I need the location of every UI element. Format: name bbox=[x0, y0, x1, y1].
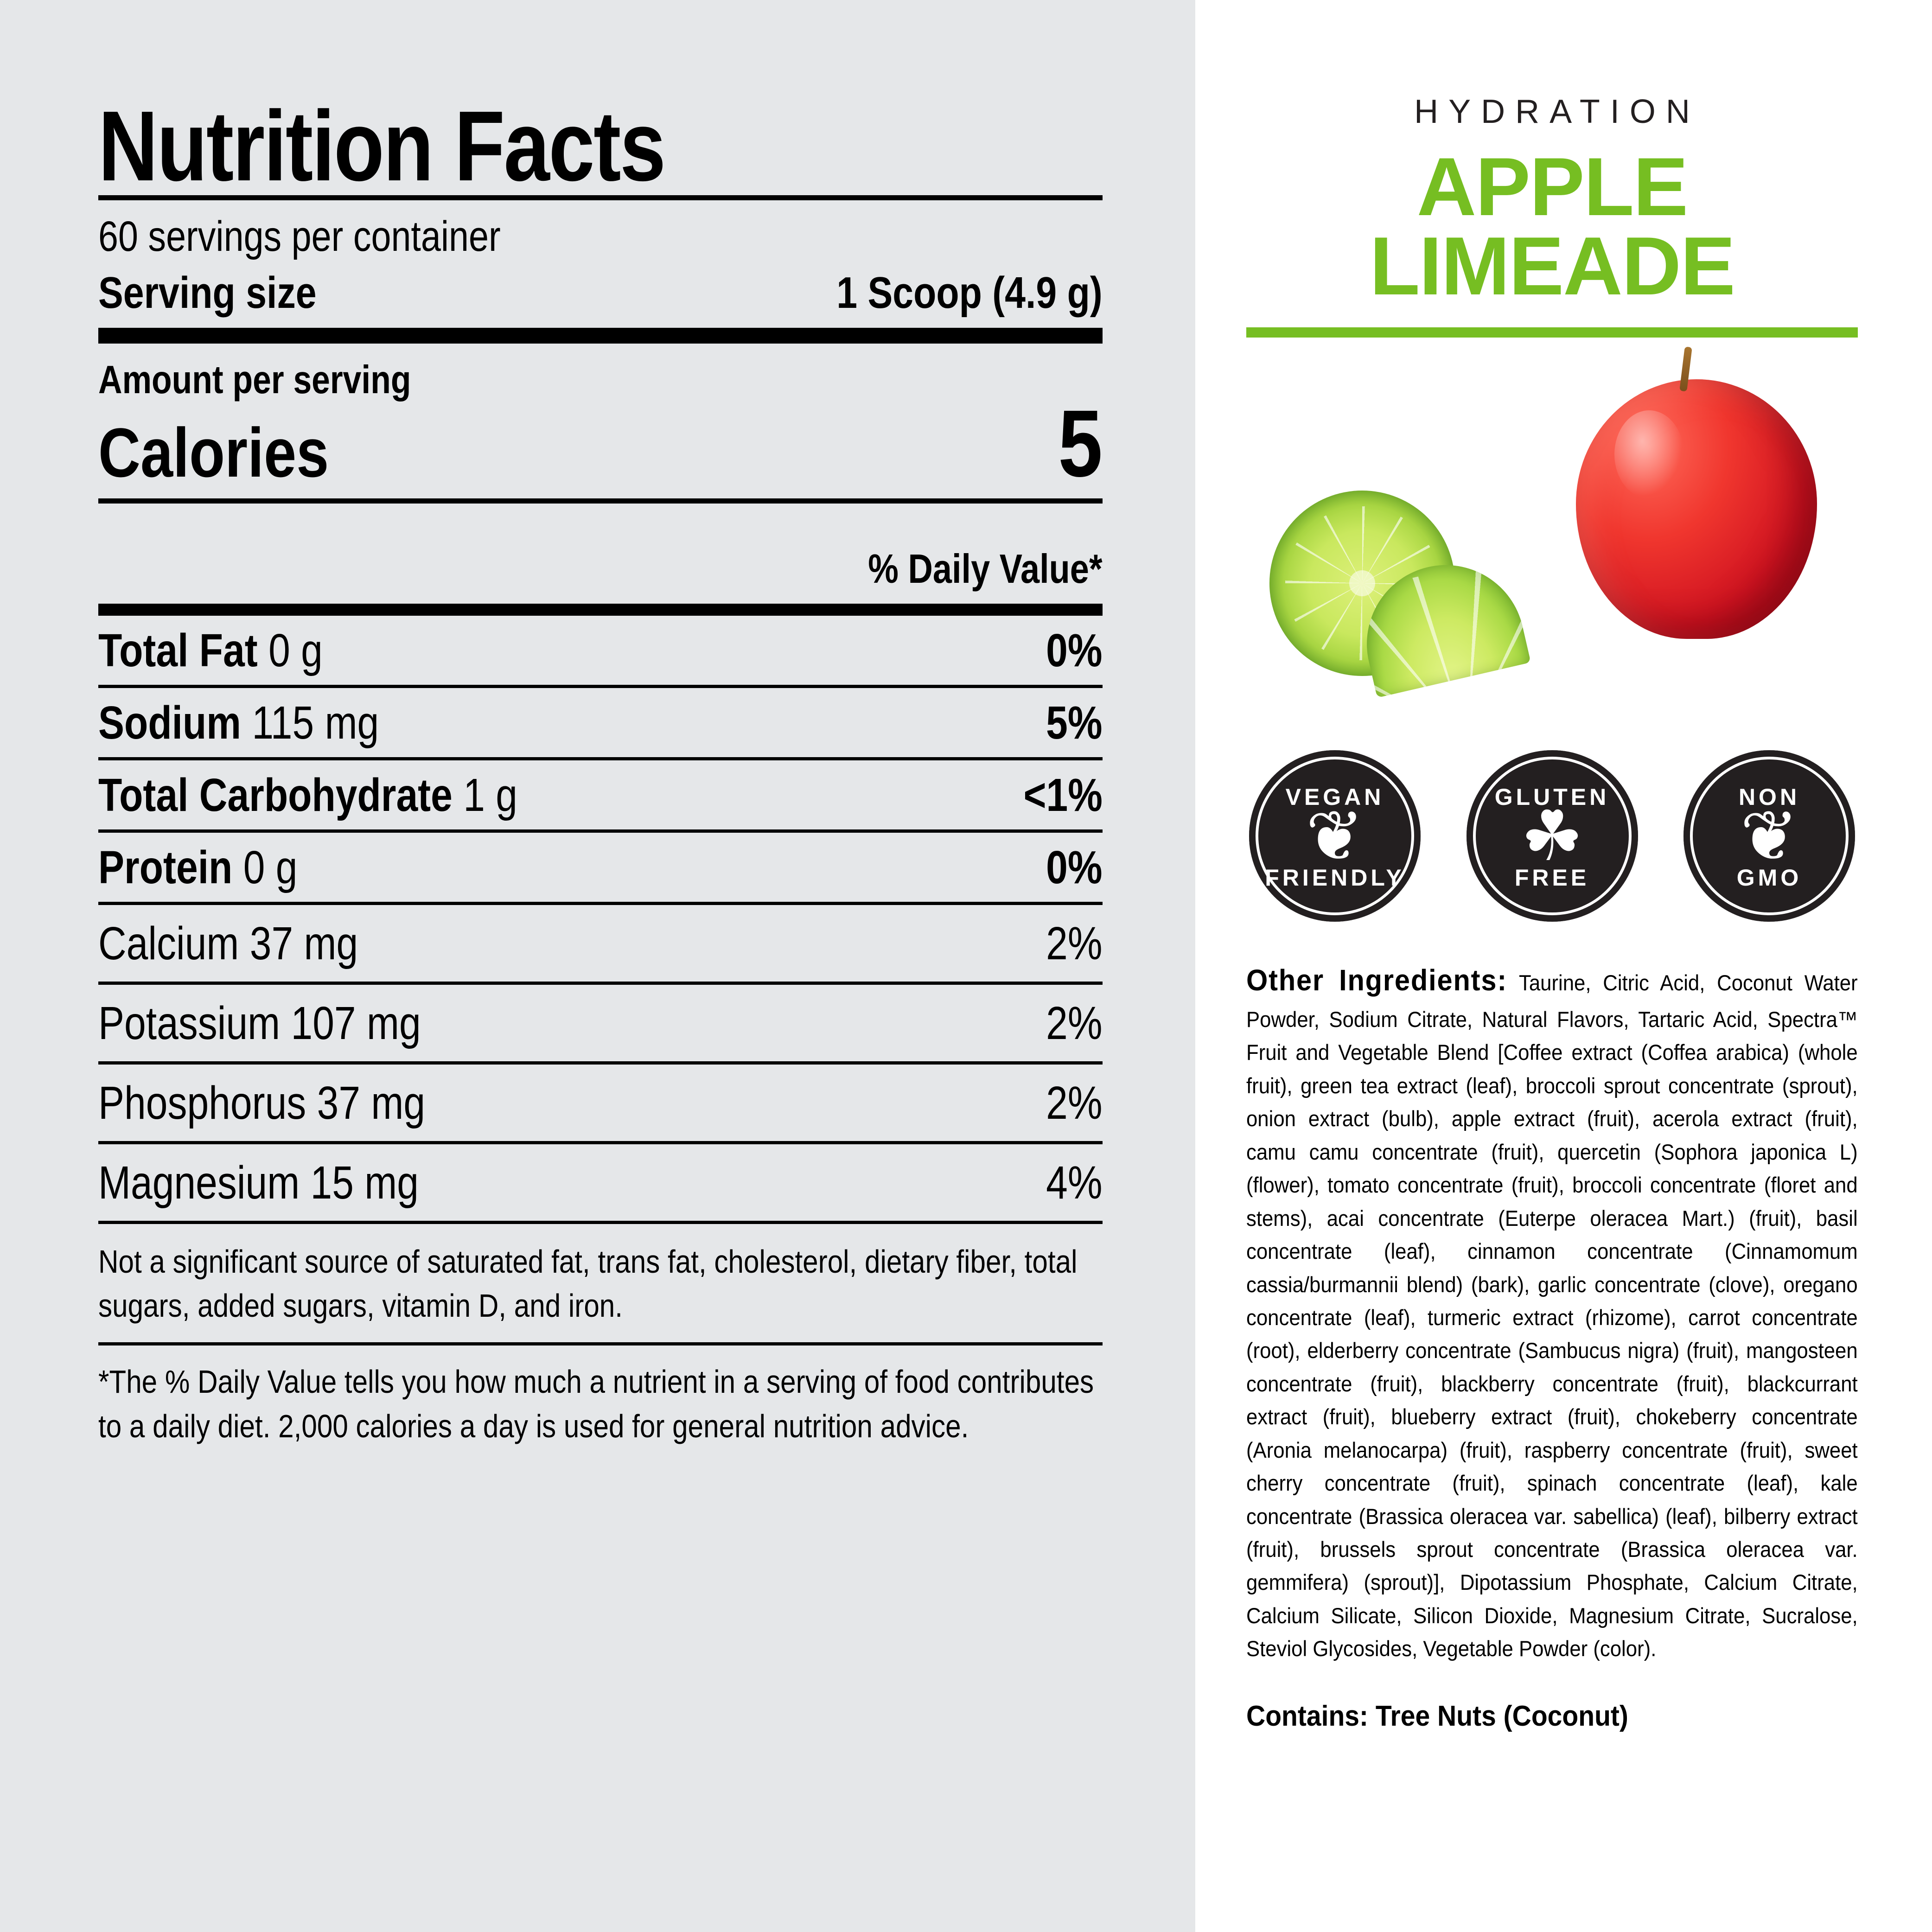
badge-bottom-label: GMO bbox=[1736, 864, 1802, 891]
flavor-line-1: APPLE bbox=[1416, 140, 1688, 233]
nutrient-amount: 1 g bbox=[452, 769, 517, 822]
ingredients-block: Other Ingredients: Taurine, Citric Acid,… bbox=[1246, 958, 1858, 1733]
table-row: Sodium 115 mg 5% bbox=[98, 688, 1103, 757]
table-row: Protein 0 g 0% bbox=[98, 833, 1103, 902]
row-divider bbox=[98, 1221, 1103, 1224]
table-row: Total Carbohydrate 1 g <1% bbox=[98, 760, 1103, 829]
certification-badges: VEGAN ❦ FRIENDLY GLUTEN ☘ FREE NON ❦ GMO bbox=[1246, 750, 1858, 922]
row-divider bbox=[98, 982, 1103, 985]
contains-allergen-statement: Contains: Tree Nuts (Coconut) bbox=[1246, 1700, 1628, 1732]
table-row: Potassium 107 mg 2% bbox=[98, 985, 1103, 1061]
mineral-name: Phosphorus 37 mg bbox=[98, 1077, 426, 1129]
calories-value: 5 bbox=[1058, 390, 1103, 497]
badge-top-label: VEGAN bbox=[1285, 784, 1384, 810]
nutrient-percent: <1% bbox=[1023, 769, 1103, 822]
other-ingredients-heading: Other Ingredients: bbox=[1246, 963, 1508, 997]
mineral-name: Calcium 37 mg bbox=[98, 918, 358, 970]
badge-non-gmo: NON ❦ GMO bbox=[1683, 750, 1855, 922]
row-divider bbox=[98, 1141, 1103, 1145]
mineral-name: Magnesium 15 mg bbox=[98, 1157, 419, 1209]
badge-top-label: GLUTEN bbox=[1494, 784, 1610, 810]
leaf-v-icon: ❦ bbox=[1306, 797, 1364, 875]
badge-bottom-label: FREE bbox=[1514, 864, 1590, 891]
other-ingredients-body: Taurine, Citric Acid, Coconut Water Powd… bbox=[1246, 970, 1858, 1661]
servings-per-container: 60 servings per container bbox=[98, 212, 501, 260]
nutrient-name: Total Fat bbox=[98, 625, 258, 677]
nutrient-amount: 0 g bbox=[232, 842, 298, 894]
divider-above-footnote bbox=[98, 1342, 1103, 1345]
table-row: Calcium 37 mg 2% bbox=[98, 905, 1103, 982]
nutrient-percent: 0% bbox=[1046, 625, 1103, 677]
apple-icon bbox=[1576, 379, 1817, 639]
divider-above-nutrients bbox=[98, 604, 1103, 616]
table-row: Total Fat 0 g 0% bbox=[98, 616, 1103, 685]
divider-thick-serving bbox=[98, 327, 1103, 344]
mineral-percent: 2% bbox=[1046, 918, 1103, 970]
mineral-percent: 2% bbox=[1046, 997, 1103, 1050]
mineral-name: Potassium 107 mg bbox=[98, 997, 421, 1050]
row-divider bbox=[98, 685, 1103, 689]
serving-size-row: Serving size 1 Scoop (4.9 g) bbox=[98, 268, 1103, 319]
mineral-percent: 4% bbox=[1046, 1157, 1103, 1209]
nutrition-facts-title: Nutrition Facts bbox=[98, 90, 666, 202]
daily-value-footnote: *The % Daily Value tells you how much a … bbox=[98, 1363, 1094, 1445]
nutrient-name: Total Carbohydrate bbox=[98, 769, 453, 822]
divider-under-calories bbox=[98, 498, 1103, 504]
calories-row: Calories 5 bbox=[98, 390, 1103, 497]
nutrient-percent: 0% bbox=[1046, 842, 1103, 894]
nutrition-facts-panel: Nutrition Facts 60 servings per containe… bbox=[0, 0, 1195, 1932]
not-significant-source-note: Not a significant source of saturated fa… bbox=[98, 1243, 1078, 1324]
row-divider bbox=[98, 829, 1103, 833]
calories-label: Calories bbox=[98, 414, 329, 492]
badge-vegan-friendly: VEGAN ❦ FRIENDLY bbox=[1249, 750, 1421, 922]
serving-size-label: Serving size bbox=[98, 268, 317, 318]
main-nutrient-rows: Total Fat 0 g 0% Sodium 115 mg 5% Total … bbox=[98, 616, 1103, 905]
row-divider bbox=[98, 902, 1103, 905]
nutrient-amount: 115 mg bbox=[241, 697, 379, 749]
divider-under-title bbox=[98, 195, 1103, 200]
nutrient-amount: 0 g bbox=[257, 625, 323, 677]
amount-per-serving-label: Amount per serving bbox=[98, 357, 411, 402]
other-ingredients-text: Other Ingredients: Taurine, Citric Acid,… bbox=[1246, 958, 1858, 1665]
fruit-illustration bbox=[1246, 356, 1858, 746]
nutrient-name: Protein bbox=[98, 842, 233, 894]
wheat-icon: ☘ bbox=[1521, 797, 1583, 875]
daily-value-header: % Daily Value* bbox=[868, 546, 1103, 592]
badge-bottom-label: FRIENDLY bbox=[1265, 864, 1405, 891]
row-divider bbox=[98, 1061, 1103, 1065]
table-row: Magnesium 15 mg 4% bbox=[98, 1144, 1103, 1221]
badge-top-label: NON bbox=[1738, 784, 1800, 810]
leaves-icon: ❦ bbox=[1740, 797, 1798, 875]
mineral-percent: 2% bbox=[1046, 1077, 1103, 1129]
accent-divider bbox=[1246, 327, 1858, 338]
row-divider bbox=[98, 757, 1103, 761]
flavor-line-2: LIMEADE bbox=[1370, 219, 1735, 312]
badge-gluten-free: GLUTEN ☘ FREE bbox=[1466, 750, 1638, 922]
product-panel: HYDRATION APPLE LIMEADE VEGAN ❦ FRIENDLY… bbox=[1195, 0, 1932, 1932]
nutrient-name: Sodium bbox=[98, 697, 241, 749]
table-row: Phosphorus 37 mg 2% bbox=[98, 1065, 1103, 1141]
product-flavor: APPLE LIMEADE bbox=[1246, 140, 1858, 312]
nutrient-percent: 5% bbox=[1046, 697, 1103, 749]
mineral-rows: Calcium 37 mg 2% Potassium 107 mg 2% Pho… bbox=[98, 905, 1103, 1224]
product-category: HYDRATION bbox=[1414, 93, 1700, 130]
serving-size-value: 1 Scoop (4.9 g) bbox=[836, 268, 1103, 318]
